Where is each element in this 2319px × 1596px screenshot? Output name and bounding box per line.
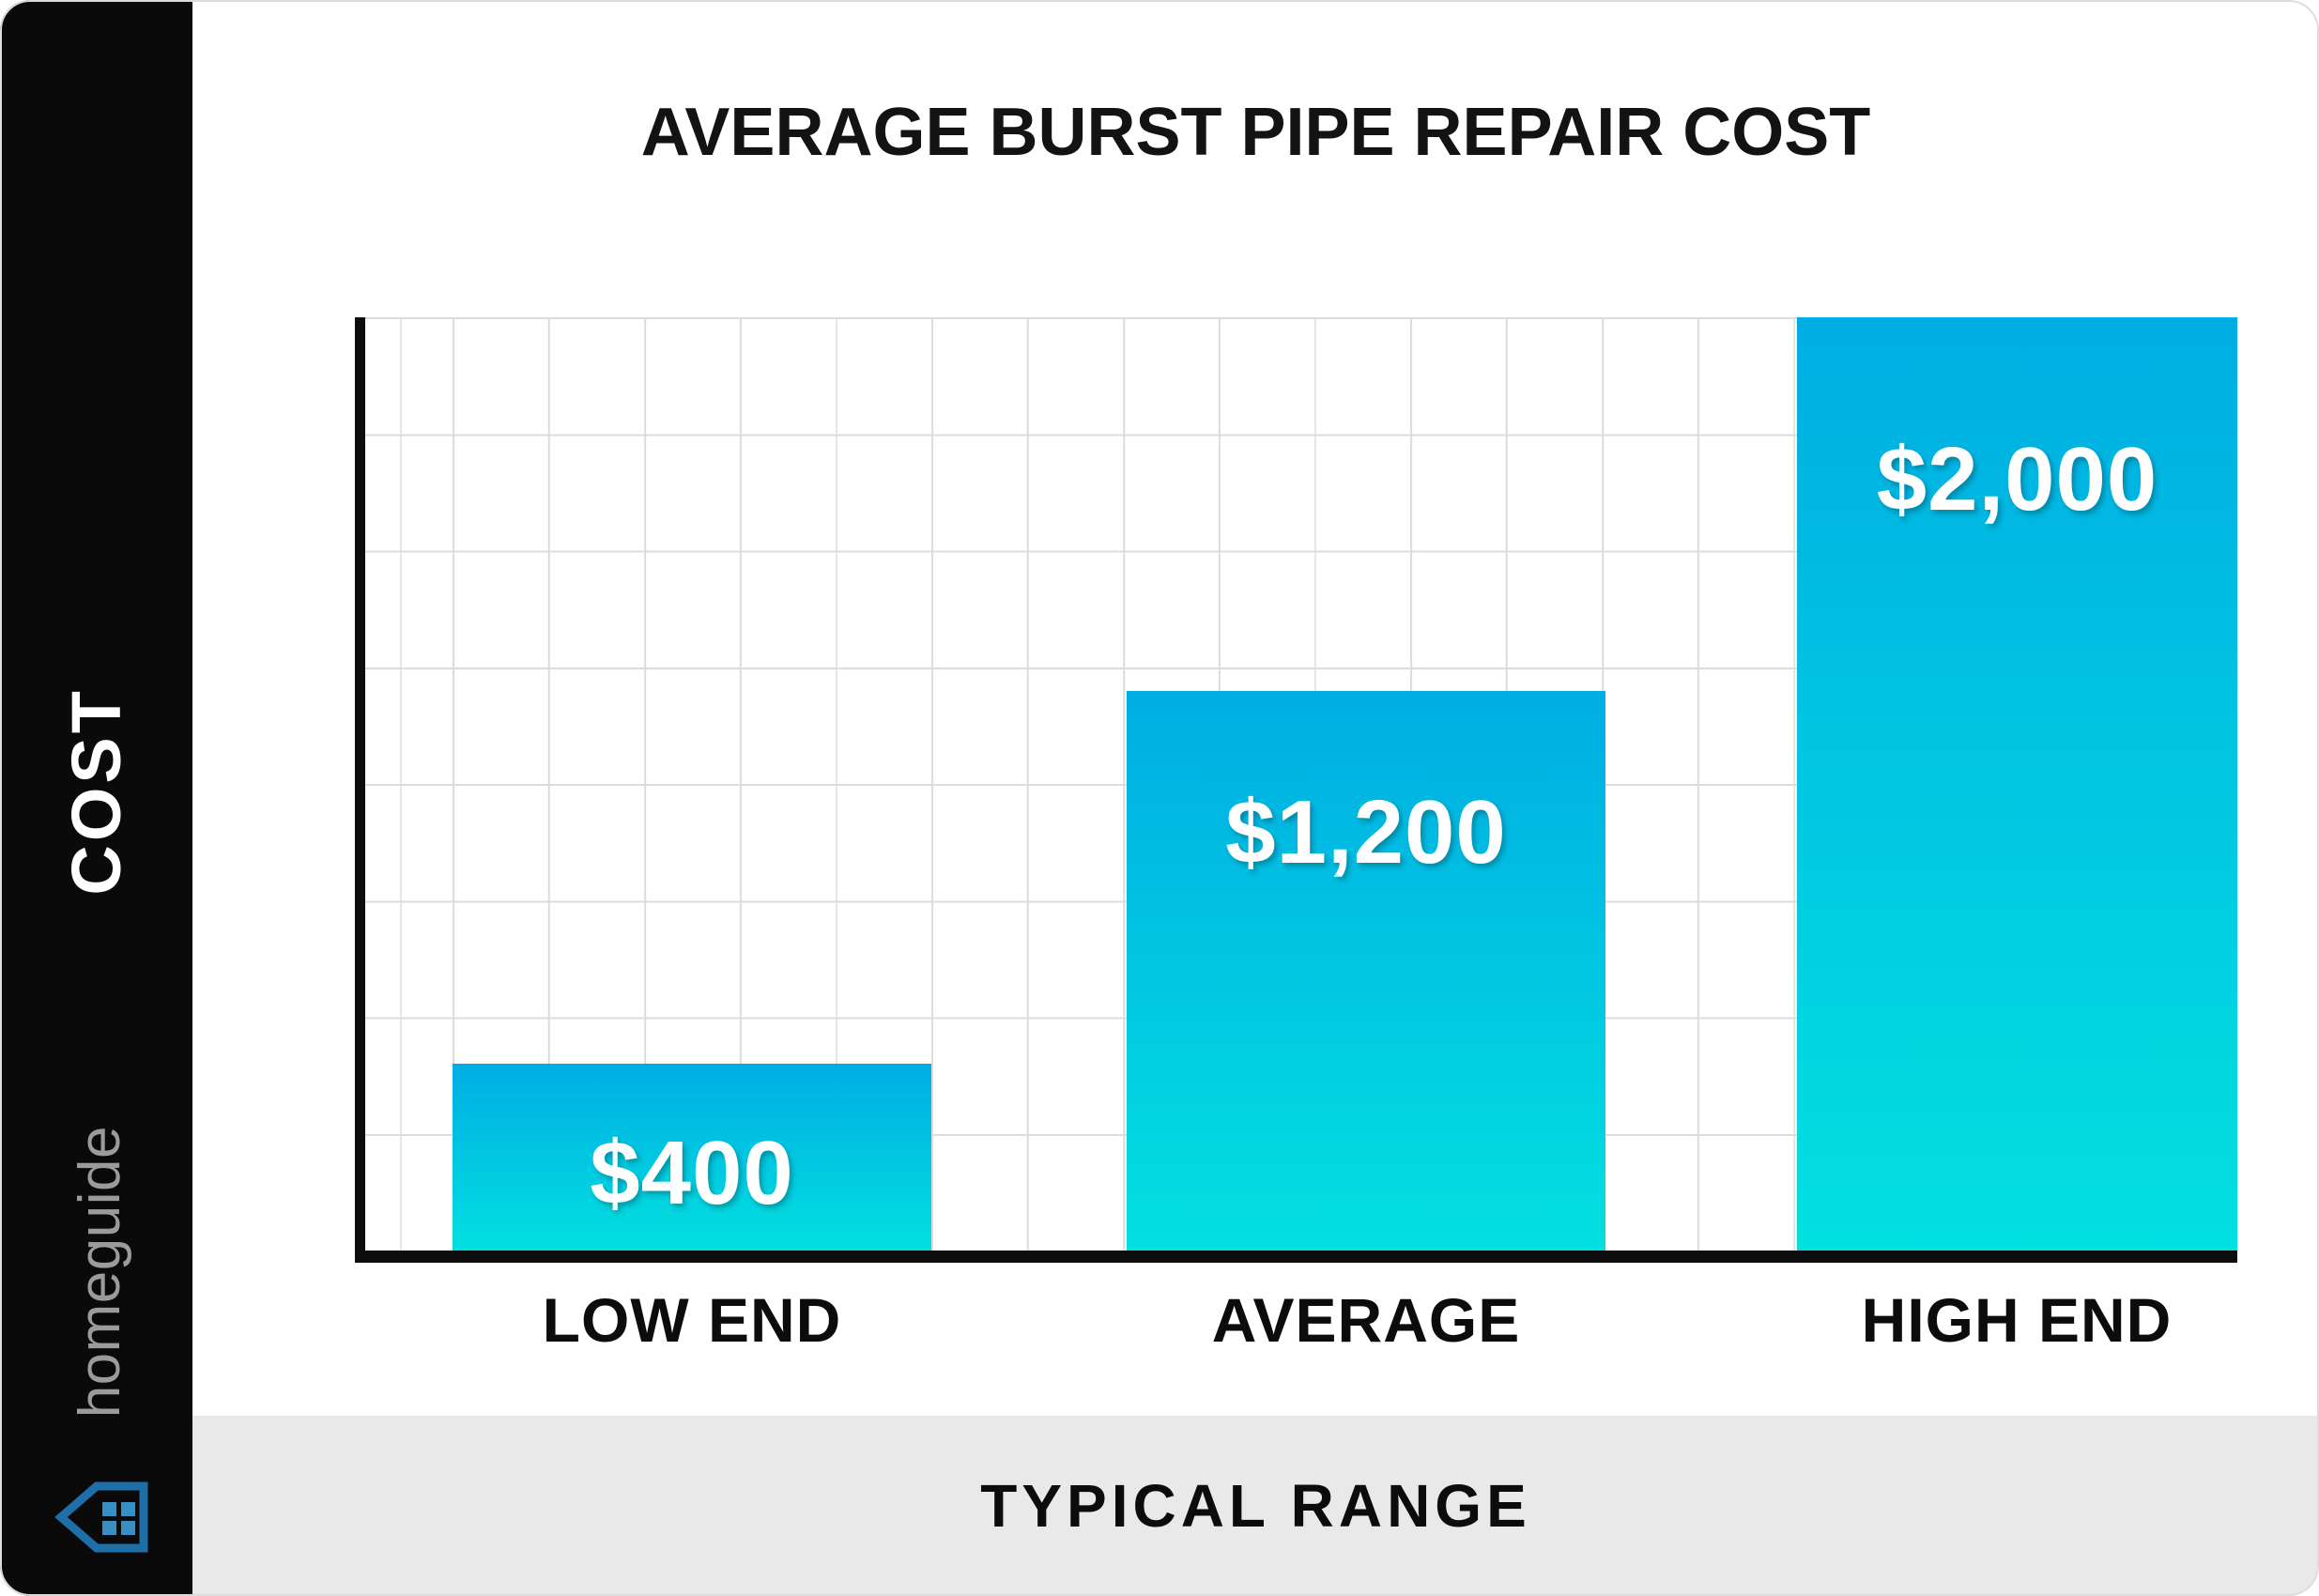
y-axis-line: [355, 317, 365, 1263]
x-axis-title-text: TYPICAL RANGE: [980, 1472, 1531, 1540]
bar-low-end: $400: [453, 1064, 931, 1251]
plot-area: $400 $1,200 $2,000: [365, 317, 2237, 1251]
category-label-low-end: LOW END: [542, 1285, 842, 1355]
y-axis-title-text: COST: [57, 686, 135, 896]
sidebar: COST homeguide: [0, 0, 192, 1596]
x-axis-title-strip: TYPICAL RANGE: [192, 1416, 2319, 1596]
bar-average: $1,200: [1127, 690, 1605, 1251]
bar-value-label: $400: [590, 1123, 794, 1224]
category-label-high-end: HIGH END: [1861, 1285, 2173, 1355]
brand-logo-text: homeguide: [67, 1126, 132, 1419]
bar-value-label: $2,000: [1876, 429, 2158, 529]
y-axis-title: COST: [0, 687, 192, 896]
chart-title: AVERAGE BURST PIPE REPAIR COST: [640, 95, 1871, 170]
brand-logo: homeguide: [24, 1080, 175, 1465]
category-label-average: AVERAGE: [1211, 1285, 1521, 1355]
bar-value-label: $1,200: [1225, 781, 1507, 882]
bar-high-end: $2,000: [1797, 317, 2237, 1251]
x-axis-line: [355, 1251, 2237, 1263]
house-icon: [54, 1481, 148, 1553]
